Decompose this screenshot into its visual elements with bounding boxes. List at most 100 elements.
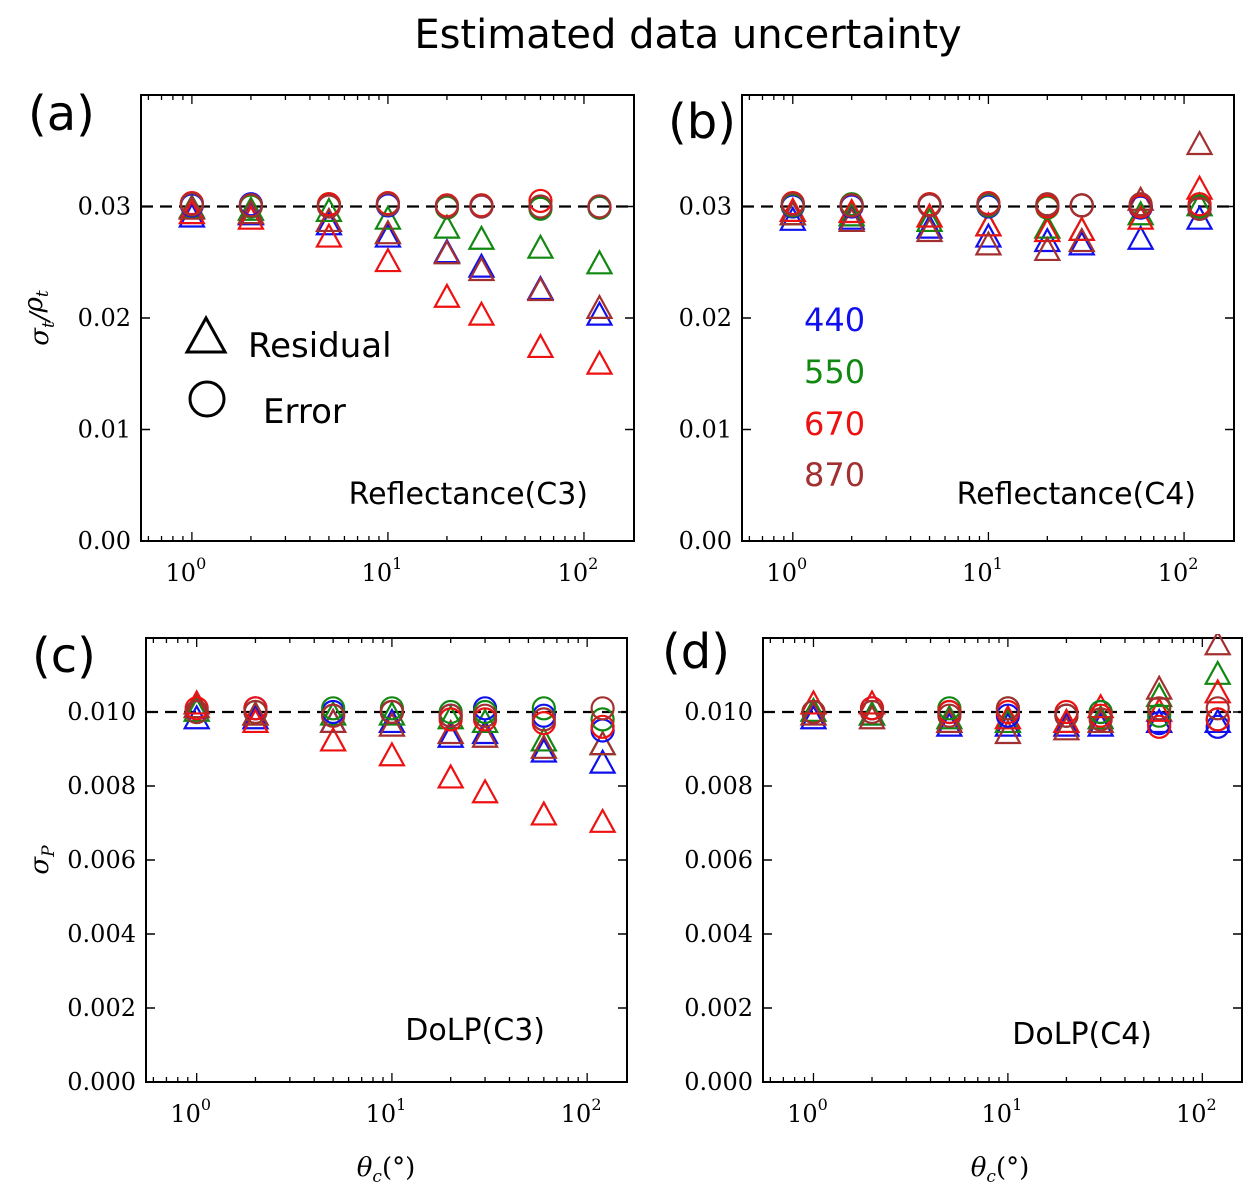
figure-title: Estimated data uncertainty (414, 12, 961, 58)
error-point-870 (780, 192, 805, 217)
error-point-870 (1187, 196, 1212, 221)
residual-point-550 (374, 204, 402, 230)
error-point-870 (379, 699, 405, 725)
residual-point-440 (585, 300, 614, 326)
legend-circle-marker (188, 380, 226, 418)
residual-point-870 (467, 255, 496, 282)
residual-point-550 (1203, 659, 1232, 685)
panels: (a) 0.00 0.01 0.02 0.03 100 101 102 Reflectance(… (19, 86, 1243, 1187)
error-point-870 (1035, 192, 1060, 217)
error-point-870 (316, 194, 342, 219)
residual-point-550 (315, 196, 343, 222)
y-tick-label: 0.01 (78, 416, 131, 444)
y-tick-label: 0.008 (684, 772, 753, 800)
residual-point-670 (837, 197, 866, 224)
residual-point-670 (974, 211, 1003, 237)
legend-residual-label: Residual (248, 326, 392, 366)
error-point-870 (917, 193, 942, 218)
error-point-870 (321, 703, 346, 728)
error-point-870 (1088, 707, 1113, 732)
y-tick-label: 0.004 (684, 920, 753, 948)
panel-label-b: (b) (668, 94, 736, 150)
error-point-870 (976, 192, 1001, 217)
residual-point-550 (529, 726, 558, 752)
residual-point-670 (436, 763, 465, 789)
residual-point-870 (1203, 634, 1232, 656)
x-axis-label-d: θc(°) (971, 1153, 1029, 1187)
y-tick-label: 0.008 (67, 772, 136, 800)
y-tick-label: 0.006 (67, 846, 136, 874)
y-tick-label: 0.00 (679, 527, 732, 555)
residual-point-870 (182, 692, 211, 719)
y-axis-label-a: σt/ρt (19, 290, 59, 346)
residual-point-550 (526, 233, 555, 259)
residual-point-870 (315, 206, 343, 233)
panel-note-c: DoLP(C3) (405, 1013, 545, 1048)
panel-note-d: DoLP(C4) (1012, 1017, 1152, 1052)
error-point-870 (590, 696, 615, 721)
y-tick-label: 0.010 (684, 698, 753, 726)
x-tick-label: 101 (962, 554, 1003, 587)
y-tick-label: 0.02 (78, 304, 131, 332)
x-tick-label: 100 (170, 1095, 211, 1128)
residual-point-870 (994, 718, 1022, 745)
y-axis-label-c: σP (25, 845, 59, 875)
residual-point-870 (374, 219, 402, 245)
error-point-870 (438, 703, 463, 728)
wavelength-670-label: 670 (804, 405, 865, 443)
residual-point-870 (433, 239, 461, 265)
panel-label-d: (d) (662, 624, 730, 680)
residual-point-870 (526, 275, 555, 302)
error-point-550 (1147, 703, 1172, 728)
residual-point-870 (178, 194, 206, 220)
x-tick-label: 100 (766, 554, 807, 587)
residual-point-440 (467, 252, 496, 278)
residual-point-440 (1203, 707, 1232, 734)
error-point-550 (590, 707, 615, 732)
x-tick-label: 102 (558, 554, 599, 587)
x-tick-label: 101 (362, 554, 403, 587)
error-point-870 (1128, 192, 1153, 217)
error-point-870 (1147, 696, 1172, 721)
residual-point-870 (974, 230, 1003, 256)
error-point-440 (1205, 714, 1230, 739)
y-tick-label: 0.02 (679, 304, 732, 332)
panel-note-a: Reflectance(C3) (349, 477, 588, 512)
residual-point-440 (799, 704, 828, 730)
error-point-870 (1205, 696, 1230, 721)
residual-point-870 (915, 216, 944, 243)
residual-point-440 (436, 722, 465, 748)
residual-point-440 (374, 222, 402, 248)
x-tick-label: 101 (982, 1095, 1023, 1128)
legend-triangle-marker (184, 314, 228, 354)
residual-point-870 (378, 711, 406, 737)
residual-point-670 (585, 349, 614, 375)
residual-point-670 (319, 726, 348, 752)
residual-point-440 (1067, 230, 1096, 256)
error-point-870 (801, 699, 826, 725)
residual-point-440 (588, 748, 617, 774)
wavelength-870-label: 870 (804, 456, 865, 494)
residual-point-670 (433, 282, 461, 308)
y-tick-label: 0.006 (684, 846, 753, 874)
error-point-870 (375, 192, 401, 217)
x-tick-label: 100 (166, 554, 207, 587)
error-point-670 (1147, 714, 1172, 739)
residual-point-440 (1126, 224, 1155, 250)
y-tick-label: 0.00 (78, 527, 131, 555)
residual-point-870 (588, 729, 617, 756)
x-tick-label: 100 (787, 1095, 828, 1128)
residual-point-870 (471, 722, 499, 748)
residual-point-870 (799, 700, 828, 726)
x-axis-label-c: θc(°) (357, 1153, 415, 1187)
panel-a: (a) 0.00 0.01 0.02 0.03 100 101 102 Reflectance(… (19, 86, 635, 587)
y-tick-label: 0.010 (67, 698, 136, 726)
residual-point-550 (237, 195, 265, 221)
legend-error-label: Error (263, 392, 346, 432)
residual-point-870 (529, 733, 558, 759)
y-tick-label: 0.000 (67, 1068, 136, 1096)
residual-point-550 (319, 700, 348, 726)
error-point-870 (434, 194, 460, 219)
error-point-870 (238, 193, 264, 218)
